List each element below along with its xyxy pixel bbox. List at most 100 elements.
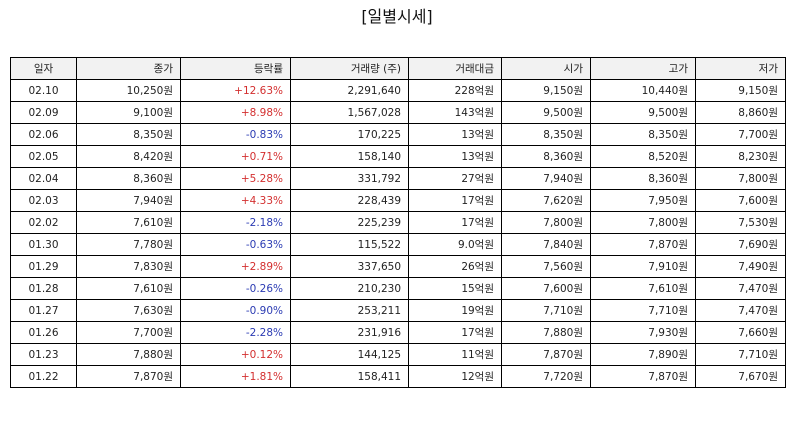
cell-open: 7,560원 <box>501 255 591 278</box>
table-row: 01.28 7,610원 -0.26% 210,230 15억원 7,600원 7,610원… <box>10 277 786 300</box>
cell-high: 10,440원 <box>590 79 696 102</box>
cell-open: 7,710원 <box>501 299 591 322</box>
cell-date: 01.28 <box>10 277 77 300</box>
cell-low: 9,150원 <box>695 79 786 102</box>
cell-amount: 17억원 <box>408 321 502 344</box>
cell-volume: 331,792 <box>290 167 409 190</box>
cell-date: 01.29 <box>10 255 77 278</box>
cell-high: 7,950원 <box>590 189 696 212</box>
cell-volume: 1,567,028 <box>290 101 409 124</box>
cell-low: 7,470원 <box>695 277 786 300</box>
table-row: 01.27 7,630원 -0.90% 253,211 19억원 7,710원 7,710원… <box>10 299 786 322</box>
cell-amount: 26억원 <box>408 255 502 278</box>
cell-close: 7,610원 <box>76 277 181 300</box>
cell-high: 7,610원 <box>590 277 696 300</box>
cell-close: 7,610원 <box>76 211 181 234</box>
cell-close: 7,870원 <box>76 365 181 388</box>
cell-high: 8,520원 <box>590 145 696 168</box>
cell-low: 7,690원 <box>695 233 786 256</box>
cell-low: 7,600원 <box>695 189 786 212</box>
cell-open: 7,870원 <box>501 343 591 366</box>
cell-volume: 253,211 <box>290 299 409 322</box>
cell-low: 8,860원 <box>695 101 786 124</box>
cell-close: 9,100원 <box>76 101 181 124</box>
cell-change: +1.81% <box>180 365 291 388</box>
cell-open: 7,880원 <box>501 321 591 344</box>
cell-high: 7,890원 <box>590 343 696 366</box>
cell-date: 01.27 <box>10 299 77 322</box>
cell-change: +4.33% <box>180 189 291 212</box>
table-row: 02.09 9,100원 +8.98% 1,567,028 143억원 9,500원 9,5… <box>10 101 786 124</box>
cell-change: +0.71% <box>180 145 291 168</box>
cell-date: 01.23 <box>10 343 77 366</box>
column-header-close: 종가 <box>76 57 181 80</box>
cell-amount: 13억원 <box>408 123 502 146</box>
cell-high: 8,350원 <box>590 123 696 146</box>
cell-open: 9,150원 <box>501 79 591 102</box>
cell-change: +2.89% <box>180 255 291 278</box>
column-header-high: 고가 <box>590 57 696 80</box>
cell-volume: 231,916 <box>290 321 409 344</box>
cell-change: +5.28% <box>180 167 291 190</box>
cell-close: 7,630원 <box>76 299 181 322</box>
cell-amount: 27억원 <box>408 167 502 190</box>
table-row: 02.02 7,610원 -2.18% 225,239 17억원 7,800원 7,800원… <box>10 211 786 234</box>
cell-volume: 2,291,640 <box>290 79 409 102</box>
cell-volume: 170,225 <box>290 123 409 146</box>
page-title: [일별시세] <box>361 7 433 26</box>
table-row: 01.26 7,700원 -2.28% 231,916 17억원 7,880원 7,930원… <box>10 321 786 344</box>
cell-high: 7,930원 <box>590 321 696 344</box>
cell-volume: 337,650 <box>290 255 409 278</box>
cell-date: 02.04 <box>10 167 77 190</box>
cell-open: 8,350원 <box>501 123 591 146</box>
daily-price-table: 일자 종가 등락률 거래량 (주) 거래대금 시가 고가 저가 02.10 10,… <box>10 57 786 388</box>
cell-high: 7,870원 <box>590 233 696 256</box>
cell-close: 7,830원 <box>76 255 181 278</box>
cell-date: 02.10 <box>10 79 77 102</box>
cell-low: 7,530원 <box>695 211 786 234</box>
cell-close: 7,700원 <box>76 321 181 344</box>
cell-change: -0.26% <box>180 277 291 300</box>
cell-date: 02.06 <box>10 123 77 146</box>
table-row: 02.05 8,420원 +0.71% 158,140 13억원 8,360원 8,520원… <box>10 145 786 168</box>
cell-close: 7,880원 <box>76 343 181 366</box>
cell-volume: 225,239 <box>290 211 409 234</box>
cell-low: 7,670원 <box>695 365 786 388</box>
cell-close: 8,420원 <box>76 145 181 168</box>
table-header-row: 일자 종가 등락률 거래량 (주) 거래대금 시가 고가 저가 <box>10 57 786 80</box>
cell-change: -0.83% <box>180 123 291 146</box>
cell-change: +12.63% <box>180 79 291 102</box>
column-header-open: 시가 <box>501 57 591 80</box>
cell-amount: 9.0억원 <box>408 233 502 256</box>
cell-open: 9,500원 <box>501 101 591 124</box>
cell-amount: 13억원 <box>408 145 502 168</box>
cell-amount: 19억원 <box>408 299 502 322</box>
cell-low: 7,490원 <box>695 255 786 278</box>
cell-low: 7,700원 <box>695 123 786 146</box>
cell-volume: 210,230 <box>290 277 409 300</box>
table-row: 02.06 8,350원 -0.83% 170,225 13억원 8,350원 8,350원… <box>10 123 786 146</box>
cell-close: 10,250원 <box>76 79 181 102</box>
cell-low: 7,710원 <box>695 343 786 366</box>
cell-high: 8,360원 <box>590 167 696 190</box>
cell-high: 7,710원 <box>590 299 696 322</box>
column-header-volume: 거래량 (주) <box>290 57 409 80</box>
cell-change: -2.18% <box>180 211 291 234</box>
cell-change: -0.90% <box>180 299 291 322</box>
table-row: 01.23 7,880원 +0.12% 144,125 11억원 7,870원 7,890원… <box>10 343 786 366</box>
cell-amount: 228억원 <box>408 79 502 102</box>
cell-high: 7,910원 <box>590 255 696 278</box>
cell-low: 8,230원 <box>695 145 786 168</box>
cell-amount: 17억원 <box>408 189 502 212</box>
cell-volume: 144,125 <box>290 343 409 366</box>
cell-amount: 143억원 <box>408 101 502 124</box>
cell-volume: 158,140 <box>290 145 409 168</box>
table-row: 02.03 7,940원 +4.33% 228,439 17억원 7,620원 7,950원… <box>10 189 786 212</box>
table-body: 02.10 10,250원 +12.63% 2,291,640 228억원 9,150원 1… <box>10 79 786 388</box>
cell-change: -2.28% <box>180 321 291 344</box>
cell-low: 7,660원 <box>695 321 786 344</box>
table-row: 02.04 8,360원 +5.28% 331,792 27억원 7,940원 8,360원… <box>10 167 786 190</box>
column-header-date: 일자 <box>10 57 77 80</box>
table-row: 02.10 10,250원 +12.63% 2,291,640 228억원 9,150원 1… <box>10 79 786 102</box>
cell-open: 7,940원 <box>501 167 591 190</box>
